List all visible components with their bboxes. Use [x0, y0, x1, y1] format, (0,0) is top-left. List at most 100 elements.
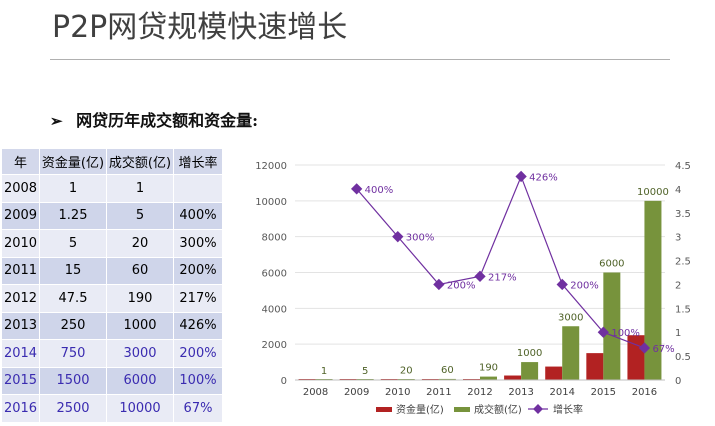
volume-data-label: 6000: [599, 259, 624, 270]
table-cell: 1.25: [39, 201, 107, 230]
table-cell: 426%: [173, 311, 223, 340]
table-cell: 300%: [173, 229, 223, 258]
table-cell: 2008: [1, 174, 40, 203]
section-subtitle-text: 网贷历年成交额和资金量:: [76, 111, 259, 130]
chart-legend: 资金量(亿) 成交额(亿) 增长率: [376, 403, 583, 416]
data-table: 年 资金量(亿) 成交额(亿) 增长率 2008 1 1 2009 1.25 5 400% 2…: [1, 148, 223, 423]
y-right-tick-label: 3.5: [675, 209, 691, 220]
legend-volume-swatch: [454, 407, 470, 412]
y-right-tick-label: 3: [675, 233, 681, 244]
table-row: 2012 47.5 190 217%: [1, 284, 223, 313]
growth-point: [392, 231, 404, 243]
chart-bars: [298, 200, 662, 380]
legend-capital-label: 资金量(亿): [396, 403, 444, 416]
table-row: 2014 750 3000 200%: [1, 339, 223, 368]
table-cell: 15: [39, 256, 107, 285]
table-cell: 5: [106, 201, 174, 230]
table-row: 2013 250 1000 426%: [1, 311, 223, 340]
growth-data-label: 426%: [529, 172, 558, 183]
table-cell: 2013: [1, 311, 40, 340]
table-cell: 2016: [1, 394, 40, 423]
y-left-tick-label: 12000: [255, 161, 287, 172]
x-tick-label: 2012: [467, 387, 492, 398]
table-row: 2011 15 60 200%: [1, 256, 223, 285]
table-cell: 200%: [173, 339, 223, 368]
header-growth: 增长率: [173, 148, 223, 175]
chart-growth-line: 400% 300% 200% 217% 426% 200% 100% 67%: [351, 170, 675, 355]
table-row: 2008 1 1: [1, 174, 223, 203]
table-cell: 190: [106, 284, 174, 313]
y-left-tick-label: 2000: [262, 340, 287, 351]
x-tick-label: 2014: [549, 387, 574, 398]
volume-data-label: 190: [479, 363, 498, 374]
table-cell: 2014: [1, 339, 40, 368]
growth-data-label: 100%: [611, 328, 640, 339]
table-cell: 3000: [106, 339, 174, 368]
growth-data-label: 300%: [406, 233, 435, 244]
table-cell: 100%: [173, 366, 223, 395]
volume-bar: [603, 272, 621, 380]
volume-bar: [521, 362, 539, 380]
capital-bar: [504, 375, 522, 380]
table-cell: 1500: [39, 366, 107, 395]
volume-bar: [438, 378, 456, 380]
legend-growth-label: 增长率: [553, 403, 583, 416]
table-row: 2010 5 20 300%: [1, 229, 223, 258]
title-divider: [50, 59, 670, 60]
growth-point: [474, 270, 486, 282]
x-tick-label: 2011: [426, 387, 451, 398]
table-cell: 2011: [1, 256, 40, 285]
table-cell: 2012: [1, 284, 40, 313]
chart-bar-labels: 1 5 20 60 190 1000 3000 6000 10000: [321, 187, 669, 377]
y-right-tick-label: 2: [675, 280, 681, 291]
volume-data-label: 3000: [558, 312, 583, 323]
y-right-tick-label: 0: [675, 376, 681, 387]
x-tick-label: 2009: [344, 387, 369, 398]
chart-axes: 0 2000 4000 6000 8000 10000 12000 0 0.5 1 1.5 2 2.5 3…: [255, 161, 691, 398]
legend-growth-marker: [533, 404, 543, 414]
growth-point: [597, 326, 609, 338]
table-cell: 60: [106, 256, 174, 285]
y-right-tick-label: 1.5: [675, 304, 691, 315]
volume-data-label: 60: [441, 365, 454, 376]
table-cell: 6000: [106, 366, 174, 395]
page-title: P2P网贷规模快速增长: [52, 10, 348, 45]
legend-capital-swatch: [376, 407, 392, 412]
y-right-tick-label: 4.5: [675, 161, 691, 172]
y-left-tick-label: 4000: [262, 304, 287, 315]
header-capital: 资金量(亿): [39, 148, 107, 175]
x-tick-label: 2010: [385, 387, 410, 398]
x-tick-label: 2013: [508, 387, 533, 398]
table-cell: 250: [39, 311, 107, 340]
volume-data-label: 20: [400, 366, 413, 377]
table-cell: 2010: [1, 229, 40, 258]
volume-data-label: 1: [321, 366, 327, 377]
table-cell: 2009: [1, 201, 40, 230]
y-right-tick-label: 1: [675, 328, 681, 339]
x-tick-label: 2015: [591, 387, 616, 398]
growth-data-label: 200%: [570, 280, 599, 291]
legend-volume-label: 成交额(亿): [474, 403, 522, 416]
arrow-bullet-icon: ➢: [50, 112, 63, 130]
growth-data-label: 217%: [488, 272, 517, 283]
table-cell: 750: [39, 339, 107, 368]
volume-bar: [480, 376, 497, 380]
chart-grid: [295, 164, 665, 381]
table-cell: 400%: [173, 201, 223, 230]
table-cell: 1: [39, 174, 107, 203]
y-left-tick-label: 0: [281, 376, 287, 387]
x-tick-label: 2008: [303, 387, 328, 398]
growth-point: [638, 342, 651, 354]
growth-point: [433, 278, 445, 291]
capital-bar: [586, 353, 604, 380]
table-cell: 67%: [173, 394, 223, 423]
growth-data-label: 400%: [365, 185, 394, 196]
growth-data-label: 67%: [652, 344, 674, 355]
table-cell: 47.5: [39, 284, 107, 313]
growth-line: [356, 174, 645, 349]
capital-bar: [545, 366, 563, 380]
table-cell: 200%: [173, 256, 223, 285]
volume-data-label: 10000: [637, 187, 669, 198]
y-left-tick-label: 6000: [262, 269, 287, 280]
